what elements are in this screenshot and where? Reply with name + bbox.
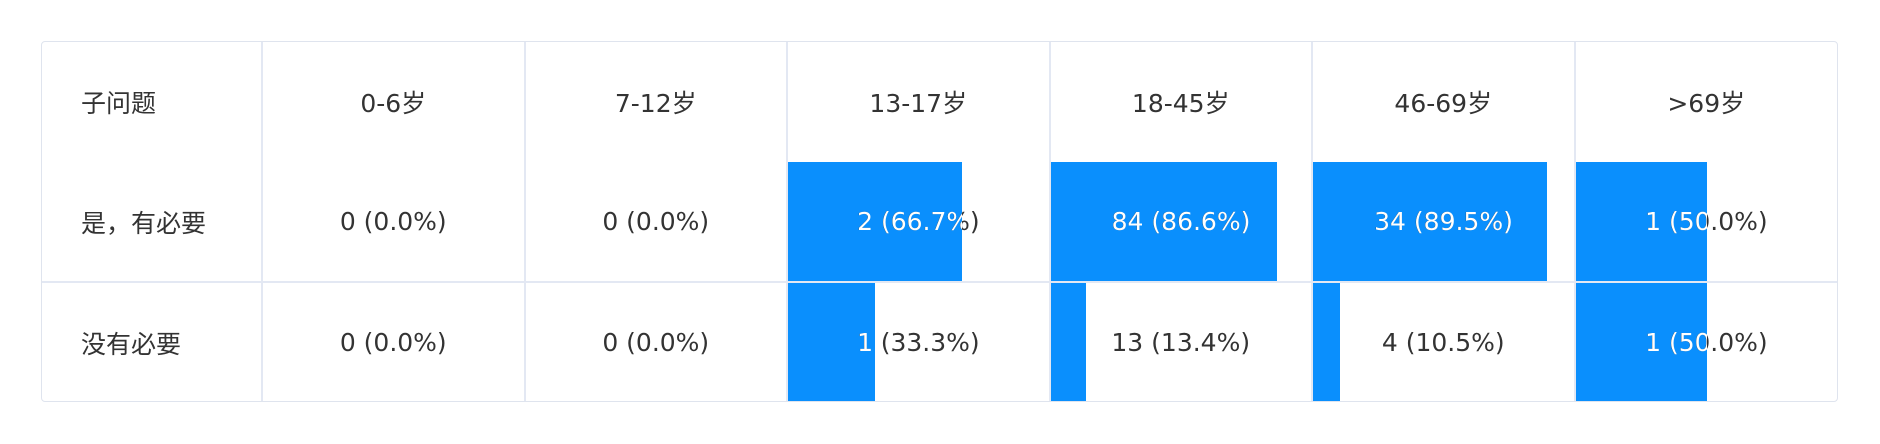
cell-value-overlay-clip: 1 (50.0%) <box>1576 283 1707 401</box>
percentage-bar <box>1050 162 1277 280</box>
table-cell: 13 (13.4%) 13 (13.4%) <box>1049 282 1313 401</box>
cross-tab-table: 子问题 0-6岁 7-12岁 13-17岁 18-45岁 46-69岁 >69岁… <box>42 42 1838 401</box>
cell-content: 1 (33.3%)1 (33.3%) <box>788 283 1048 401</box>
header-age-7-12: 7-12岁 <box>524 42 788 162</box>
cell-content: 13 (13.4%) 13 (13.4%) <box>1050 283 1311 401</box>
cell-content: 84 (86.6%) 84 (86.6%) <box>1050 162 1311 280</box>
cell-value-overlay-clip: 84 (86.6%) <box>1051 162 1277 280</box>
cell-value-overlay-clip: 34 (89.5%) <box>1313 162 1547 280</box>
header-age-13-17: 13-17岁 <box>787 42 1051 162</box>
cell-value: 34 (89.5%) <box>1373 207 1513 236</box>
cell-content: 4 (10.5%) 4 (10.5%) <box>1313 283 1573 401</box>
cell-value-on-bar: 1 (33.3%) <box>857 328 875 357</box>
cell-value: 1 (50.0%) <box>1644 328 1768 357</box>
table-cell: 0 (0.0%)0 (0.0%) <box>524 162 788 283</box>
percentage-bar <box>1575 283 1707 401</box>
cell-value-on-bar: 1 (50.0%) <box>1645 328 1707 357</box>
cell-content: 2 (66.7%)2 (66.7%) <box>788 162 1048 280</box>
cross-tab-table-container: 子问题 0-6岁 7-12岁 13-17岁 18-45岁 46-69岁 >69岁… <box>41 41 1838 402</box>
table-cell: 34 (89.5%) 34 (89.5%) <box>1312 162 1576 283</box>
cell-value: 2 (66.7%) <box>856 207 980 236</box>
table-cell: 1 (50.0%)1 (50.0%) <box>1574 162 1838 283</box>
table-cell: 84 (86.6%) 84 (86.6%) <box>1049 162 1313 283</box>
cell-value-overlay-clip: 13 (13.4%) <box>1051 283 1086 401</box>
header-age-0-6: 0-6岁 <box>262 42 526 162</box>
header-age-over-69: >69岁 <box>1667 89 1746 118</box>
cell-content: 0 (0.0%)0 (0.0%) <box>263 283 523 401</box>
cell-value-overlay-clip: 2 (66.7%) <box>788 162 962 280</box>
table-cell: 0 (0.0%)0 (0.0%) <box>524 282 788 401</box>
percentage-bar <box>788 162 962 280</box>
header-age-18-45: 18-45岁 <box>1049 42 1313 162</box>
cell-value: 1 (50.0%) <box>1644 207 1768 236</box>
header-age-46-69: 46-69岁 <box>1312 42 1576 162</box>
header-subquestion: 子问题 <box>42 42 263 162</box>
cell-content: 0 (0.0%)0 (0.0%) <box>526 283 786 401</box>
percentage-bar <box>788 283 875 401</box>
percentage-bar <box>1575 162 1707 280</box>
header-row: 子问题 0-6岁 7-12岁 13-17岁 18-45岁 46-69岁 >69岁 <box>42 42 1837 162</box>
cell-value: 84 (86.6%) <box>1111 207 1251 236</box>
table-cell: 2 (66.7%)2 (66.7%) <box>787 162 1051 283</box>
cell-value: 1 (33.3%) <box>856 328 980 357</box>
cell-value: 0 (0.0%) <box>602 328 710 357</box>
cell-content: 1 (50.0%)1 (50.0%) <box>1575 162 1838 280</box>
table-cell: 1 (50.0%)1 (50.0%) <box>1575 282 1838 401</box>
cell-value: 0 (0.0%) <box>339 328 447 357</box>
cell-value-overlay-clip: 1 (50.0%) <box>1576 162 1707 280</box>
table-cell: 4 (10.5%) 4 (10.5%) <box>1312 282 1576 401</box>
cell-value-on-bar: 2 (66.7%) <box>857 207 962 236</box>
cell-value-overlay-clip: 1 (33.3%) <box>788 283 875 401</box>
cell-value-on-bar: 4 (10.5%) <box>1313 283 1340 401</box>
percentage-bar <box>1313 283 1340 401</box>
cell-value: 4 (10.5%) <box>1381 328 1505 357</box>
percentage-bar <box>1050 283 1086 401</box>
row-label: 是，有必要 <box>42 162 263 283</box>
cell-value: 0 (0.0%) <box>339 207 447 236</box>
row-label: 没有必要 <box>42 282 263 401</box>
cell-value: 13 (13.4%) <box>1111 328 1251 357</box>
cell-value-on-bar: 1 (50.0%) <box>1645 207 1707 236</box>
cell-value-overlay-clip: 4 (10.5%) <box>1313 283 1340 401</box>
cell-value-on-bar: 84 (86.6%) <box>1111 207 1251 236</box>
cell-content: 0 (0.0%)0 (0.0%) <box>263 162 523 280</box>
cell-value-on-bar: 34 (89.5%) <box>1374 207 1513 236</box>
cell-value: 0 (0.0%) <box>602 207 710 236</box>
percentage-bar <box>1313 162 1547 280</box>
cell-content: 34 (89.5%) 34 (89.5%) <box>1313 162 1573 280</box>
table-cell: 0 (0.0%)0 (0.0%) <box>262 282 526 401</box>
table-cell: 0 (0.0%)0 (0.0%) <box>262 162 526 283</box>
cell-value-on-bar: 13 (13.4%) <box>1051 283 1086 401</box>
cell-content: 0 (0.0%)0 (0.0%) <box>526 162 786 280</box>
cell-content: 1 (50.0%)1 (50.0%) <box>1575 283 1838 401</box>
table-cell: 1 (33.3%)1 (33.3%) <box>787 282 1051 401</box>
